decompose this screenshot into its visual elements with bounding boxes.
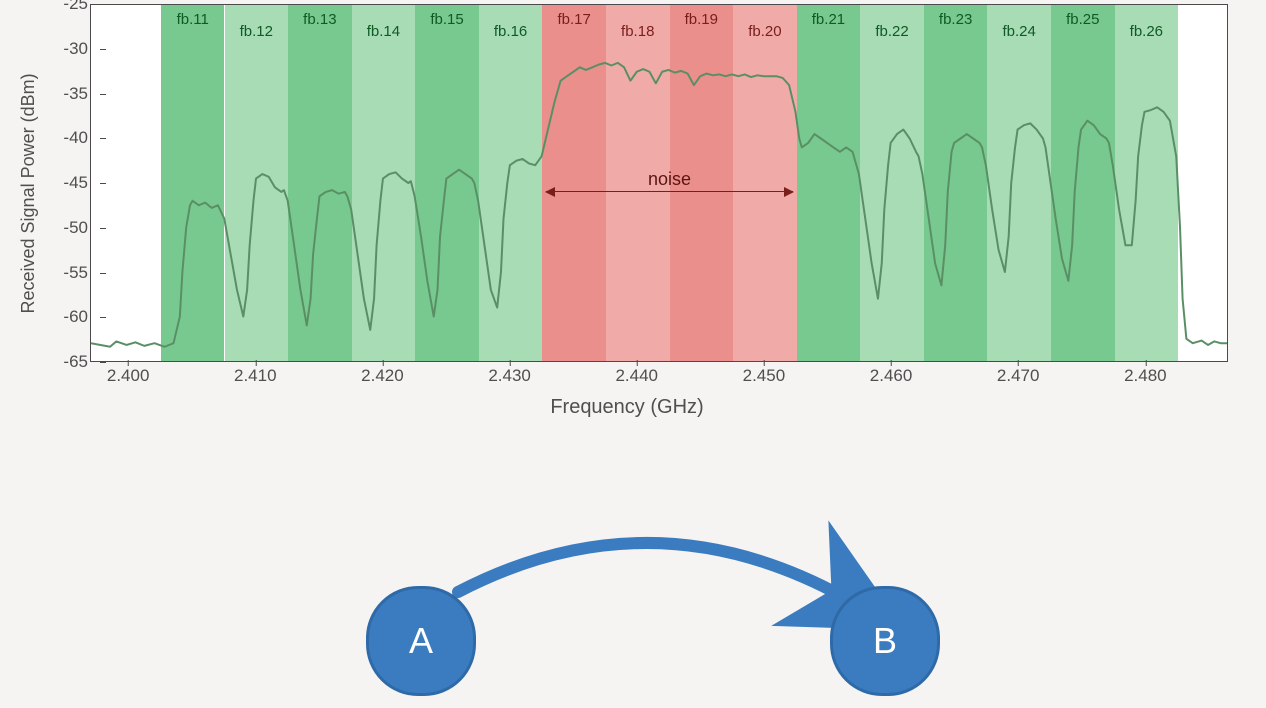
channel-band: fb.24 — [987, 5, 1051, 361]
channel-label: fb.18 — [606, 23, 670, 40]
channel-band: fb.21 — [797, 5, 861, 361]
channel-band: fb.16 — [479, 5, 543, 361]
channel-label: fb.25 — [1051, 11, 1115, 28]
channel-band: fb.15 — [415, 5, 479, 361]
channel-label: fb.16 — [479, 23, 543, 40]
y-tick: -50 — [12, 218, 98, 238]
channel-label: fb.13 — [288, 11, 352, 28]
channel-label: fb.21 — [797, 11, 861, 28]
y-tick: -30 — [12, 39, 98, 59]
page-root: Received Signal Power (dBm) fb.26fb.25fb… — [0, 0, 1266, 708]
noise-arrow — [546, 191, 792, 192]
channel-label: fb.12 — [225, 23, 289, 40]
channel-label: fb.22 — [860, 23, 924, 40]
x-tick: 2.480 — [1124, 366, 1167, 386]
channel-label: fb.14 — [352, 23, 416, 40]
x-tick: 2.450 — [743, 366, 786, 386]
channel-label: fb.17 — [542, 11, 606, 28]
channel-band: fb.12 — [225, 5, 289, 361]
channel-band: fb.14 — [352, 5, 416, 361]
channel-label: fb.19 — [670, 11, 734, 28]
channel-label: fb.26 — [1115, 23, 1179, 40]
y-tick: -35 — [12, 84, 98, 104]
x-tick: 2.400 — [107, 366, 150, 386]
y-tick: -45 — [12, 173, 98, 193]
x-tick: 2.440 — [615, 366, 658, 386]
plot-area: fb.26fb.25fb.24fb.23fb.22fb.21fb.20fb.19… — [90, 4, 1228, 362]
channel-band: fb.13 — [288, 5, 352, 361]
y-tick: -60 — [12, 307, 98, 327]
noise-label: noise — [542, 169, 796, 190]
channel-label: fb.23 — [924, 11, 988, 28]
channel-band: fb.26 — [1115, 5, 1179, 361]
channel-label: fb.11 — [161, 11, 225, 28]
channel-band: fb.11 — [161, 5, 225, 361]
spectrum-chart: Received Signal Power (dBm) fb.26fb.25fb… — [12, 4, 1242, 434]
y-tick: -25 — [12, 0, 98, 14]
x-tick: 2.410 — [234, 366, 277, 386]
x-tick: 2.430 — [488, 366, 531, 386]
x-tick: 2.470 — [997, 366, 1040, 386]
channel-band: fb.25 — [1051, 5, 1115, 361]
channel-band: fb.23 — [924, 5, 988, 361]
y-tick: -55 — [12, 263, 98, 283]
x-tick: 2.420 — [361, 366, 404, 386]
channel-label: fb.24 — [987, 23, 1051, 40]
node-diagram: AB — [0, 480, 1266, 700]
node-a: A — [366, 586, 476, 696]
edge-arrow — [0, 480, 1266, 700]
y-tick: -40 — [12, 128, 98, 148]
node-b: B — [830, 586, 940, 696]
x-tick: 2.460 — [870, 366, 913, 386]
channel-band: fb.22 — [860, 5, 924, 361]
channel-label: fb.15 — [415, 11, 479, 28]
channel-label: fb.20 — [733, 23, 797, 40]
x-axis-label: Frequency (GHz) — [12, 396, 1242, 419]
y-tick: -65 — [12, 352, 98, 372]
